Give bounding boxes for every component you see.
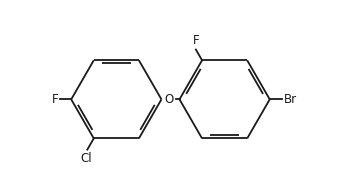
Text: Cl: Cl bbox=[80, 152, 92, 165]
Text: O: O bbox=[164, 93, 173, 106]
Text: Br: Br bbox=[283, 93, 297, 106]
Text: F: F bbox=[192, 34, 199, 47]
Text: F: F bbox=[52, 93, 58, 106]
